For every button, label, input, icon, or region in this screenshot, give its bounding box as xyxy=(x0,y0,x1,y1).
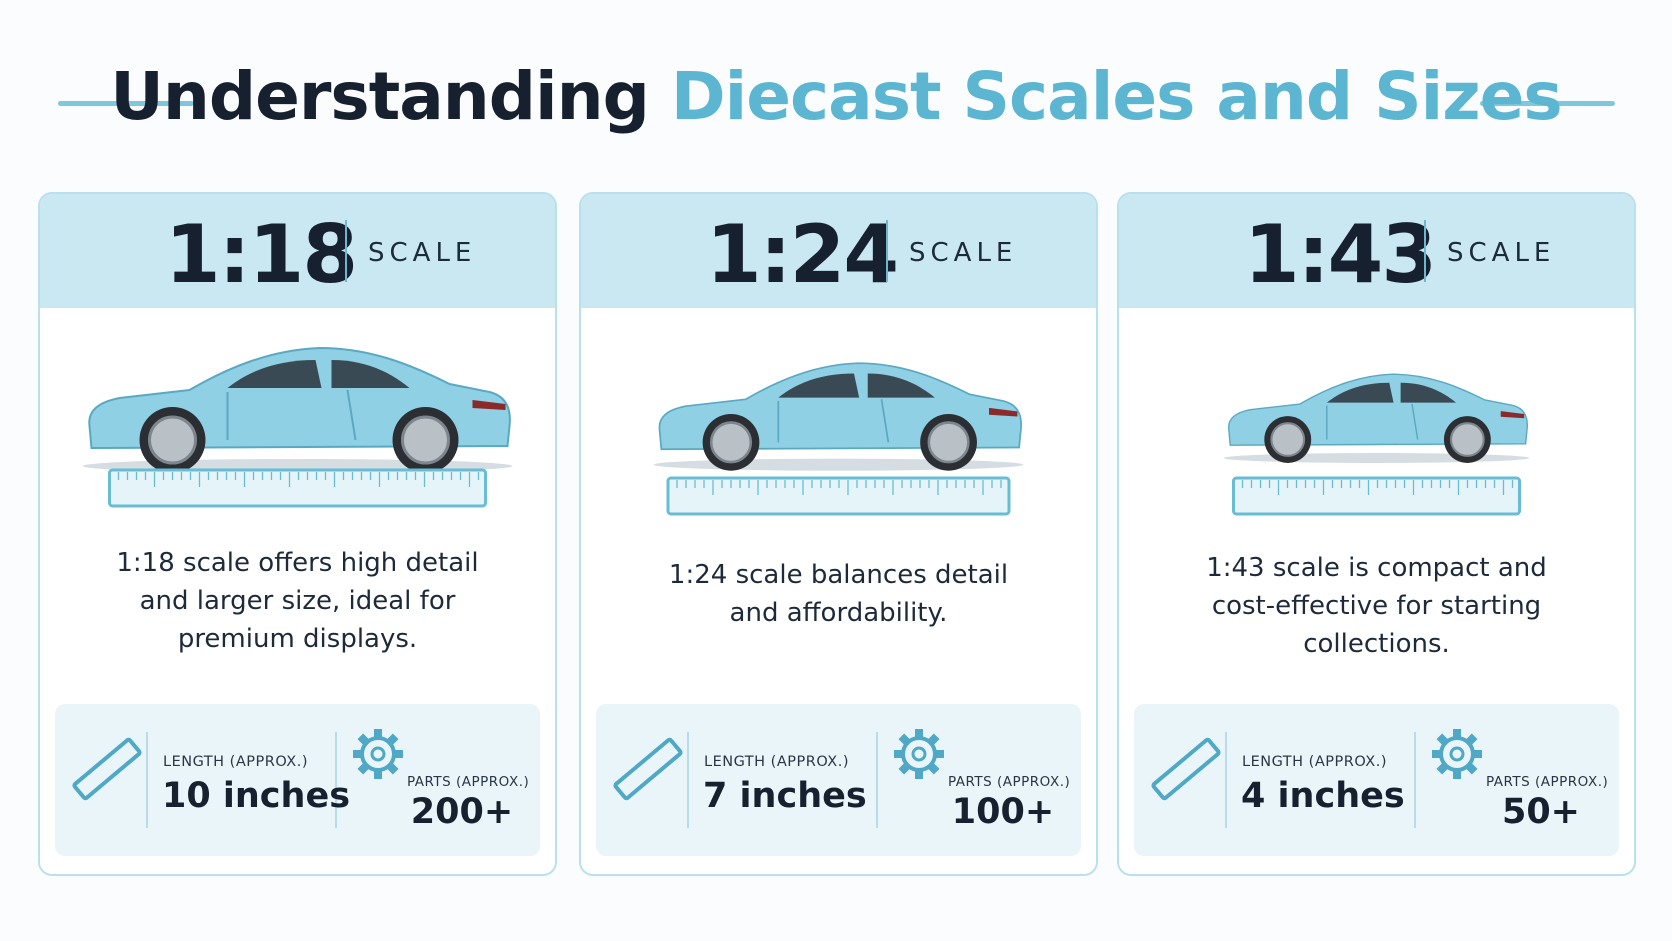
car-door-line xyxy=(226,389,357,441)
length-label: LENGTH (APPROX.) xyxy=(1242,754,1387,770)
scale-word: SCALE xyxy=(909,238,1018,268)
gear-tooth xyxy=(915,769,923,779)
divider xyxy=(1424,220,1426,282)
car-window xyxy=(227,360,322,388)
gear-icon xyxy=(894,729,944,779)
parts-label: PARTS (APPROX.) xyxy=(407,774,530,790)
scale-ratio: 1:18 xyxy=(165,208,358,301)
tail-light xyxy=(989,407,1018,417)
length-label: LENGTH (APPROX.) xyxy=(704,754,849,770)
gear-tooth xyxy=(374,729,382,739)
car-window xyxy=(1326,382,1394,403)
gear-tooth xyxy=(1453,729,1461,739)
gear-ring xyxy=(901,736,937,772)
car xyxy=(653,362,1024,471)
gear-tooth xyxy=(915,729,923,739)
gear-hole xyxy=(911,746,927,762)
ruler-icon-shape xyxy=(72,737,142,801)
parts-value: 200+ xyxy=(410,792,514,832)
car-door-line xyxy=(1326,403,1419,440)
ruler-icon-shape xyxy=(1151,737,1221,801)
illustration xyxy=(653,362,1024,516)
title-accent: Diecast Scales and Sizes xyxy=(670,58,1563,135)
divider xyxy=(345,220,347,282)
title-dark: Understanding xyxy=(110,58,650,135)
scale-word: SCALE xyxy=(368,238,477,268)
car-window xyxy=(778,373,860,398)
title-rule xyxy=(58,101,194,106)
rim xyxy=(927,421,970,464)
gear-hole xyxy=(370,746,386,762)
length-value: 7 inches xyxy=(703,776,867,816)
ruler xyxy=(666,476,1011,516)
title: Understanding Diecast Scales and Sizes xyxy=(0,58,1672,135)
stats-box: LENGTH (APPROX.) 10 inches PARTS (APPROX.)… xyxy=(55,704,540,856)
rim xyxy=(401,415,450,465)
scale-ratio: 1:24 xyxy=(706,208,899,301)
scale-card: 1:43 SCALE 1:43 scale is compact and cost-… xyxy=(1117,192,1636,876)
card-header xyxy=(40,194,555,308)
parts-value: 100+ xyxy=(951,792,1055,832)
gear-icon xyxy=(353,729,403,779)
divider xyxy=(1414,732,1416,828)
ruler-icon-shape xyxy=(613,737,683,801)
card-header xyxy=(581,194,1096,308)
parts-value: 50+ xyxy=(1501,792,1581,832)
car-window xyxy=(1400,382,1457,403)
gear-ring xyxy=(1439,736,1475,772)
divider xyxy=(687,732,689,828)
car xyxy=(1223,373,1530,463)
gear-icon xyxy=(1432,729,1482,779)
car-door-line xyxy=(777,399,890,443)
rim xyxy=(1270,422,1306,457)
car-window xyxy=(331,360,410,388)
gear-ring xyxy=(360,736,396,772)
rim xyxy=(1449,422,1485,457)
scale-ratio: 1:43 xyxy=(1244,208,1437,301)
ruler-icon xyxy=(1151,737,1221,801)
stats-box: LENGTH (APPROX.) 7 inches PARTS (APPROX.) 1… xyxy=(596,704,1081,856)
rim xyxy=(709,421,753,464)
illustration xyxy=(82,346,513,508)
divider xyxy=(876,732,878,828)
scale-card: 1:24 SCALE 1:24 scale balances detail and … xyxy=(579,192,1098,876)
ruler xyxy=(108,468,487,508)
length-value: 10 inches xyxy=(162,776,351,816)
length-label: LENGTH (APPROX.) xyxy=(163,754,308,770)
divider xyxy=(1225,732,1227,828)
illustration xyxy=(1223,373,1530,516)
title-rule xyxy=(1480,101,1615,106)
length-value: 4 inches xyxy=(1241,776,1405,816)
card-header xyxy=(1119,194,1634,308)
scale-card: 1:18 SCALE 1:18 scale offers high detail a… xyxy=(38,192,557,876)
gear-hole xyxy=(1449,746,1465,762)
rim xyxy=(148,415,197,465)
car-window xyxy=(867,373,935,398)
divider xyxy=(886,220,888,282)
ruler-icon xyxy=(72,737,142,801)
scale-word: SCALE xyxy=(1447,238,1556,268)
gear-tooth xyxy=(374,769,382,779)
divider xyxy=(146,732,148,828)
divider xyxy=(335,732,337,828)
ruler-icon xyxy=(613,737,683,801)
tail-light xyxy=(472,400,506,410)
tail-light xyxy=(1500,411,1525,419)
parts-label: PARTS (APPROX.) xyxy=(948,774,1071,790)
parts-label: PARTS (APPROX.) xyxy=(1486,774,1609,790)
gear-tooth xyxy=(1453,769,1461,779)
description: 1:24 scale balances detail and affordabi… xyxy=(668,560,1009,628)
car xyxy=(82,346,513,473)
description: 1:43 scale is compact and cost-effective… xyxy=(1206,553,1547,659)
description: 1:18 scale offers high detail and larger… xyxy=(116,548,479,654)
stats-box: LENGTH (APPROX.) 4 inches PARTS (APPROX.) 5… xyxy=(1134,704,1619,856)
